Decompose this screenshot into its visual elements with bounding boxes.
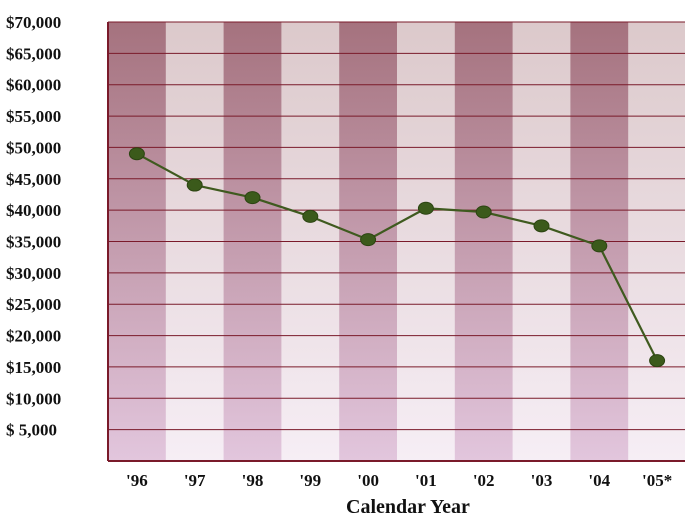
y-tick-label: $70,000 [6,13,61,32]
x-axis-tick-labels: '96 '97 '98 '99 '00 '01 '02 '03 '04 '05* [126,471,672,490]
data-point [128,147,145,161]
y-tick-label: $20,000 [6,327,61,346]
data-point [417,201,434,215]
gridlines [108,21,685,431]
y-tick-label: $55,000 [6,107,61,126]
data-point [591,239,608,253]
x-tick-label: '03 [531,471,553,490]
y-tick-label: $45,000 [6,170,61,189]
y-tick-label: $ 5,000 [6,421,57,440]
y-axis-tick-labels: $70,000 $65,000 $60,000 $55,000 $50,000 $45,0… [6,13,61,440]
y-tick-label: $50,000 [6,138,61,157]
x-tick-label: '00 [357,471,379,490]
x-tick-label: '99 [299,471,321,490]
y-tick-label: $60,000 [6,76,61,95]
y-tick-label: $15,000 [6,358,61,377]
data-point [475,205,492,219]
x-tick-label: '02 [473,471,495,490]
x-tick-label: '96 [126,471,148,490]
y-tick-label: $25,000 [6,295,61,314]
series-line [136,152,659,362]
x-tick-label: '05* [642,471,672,490]
data-point [360,233,377,247]
y-tick-label: $30,000 [6,264,61,283]
data-point [533,219,550,233]
x-axis-label: Calendar Year [346,496,470,518]
x-tick-label: '97 [184,471,206,490]
data-series [128,147,666,368]
x-tick-label: '04 [588,471,610,490]
x-tick-label: '01 [415,471,437,490]
axes [107,22,685,462]
data-point [649,354,666,368]
y-tick-label: $65,000 [6,44,61,63]
data-point [186,178,203,192]
data-point [302,209,319,223]
y-tick-label: $40,000 [6,201,61,220]
x-tick-label: '98 [242,471,264,490]
data-point [244,191,261,205]
y-tick-label: $35,000 [6,233,61,252]
y-tick-label: $10,000 [6,389,61,408]
